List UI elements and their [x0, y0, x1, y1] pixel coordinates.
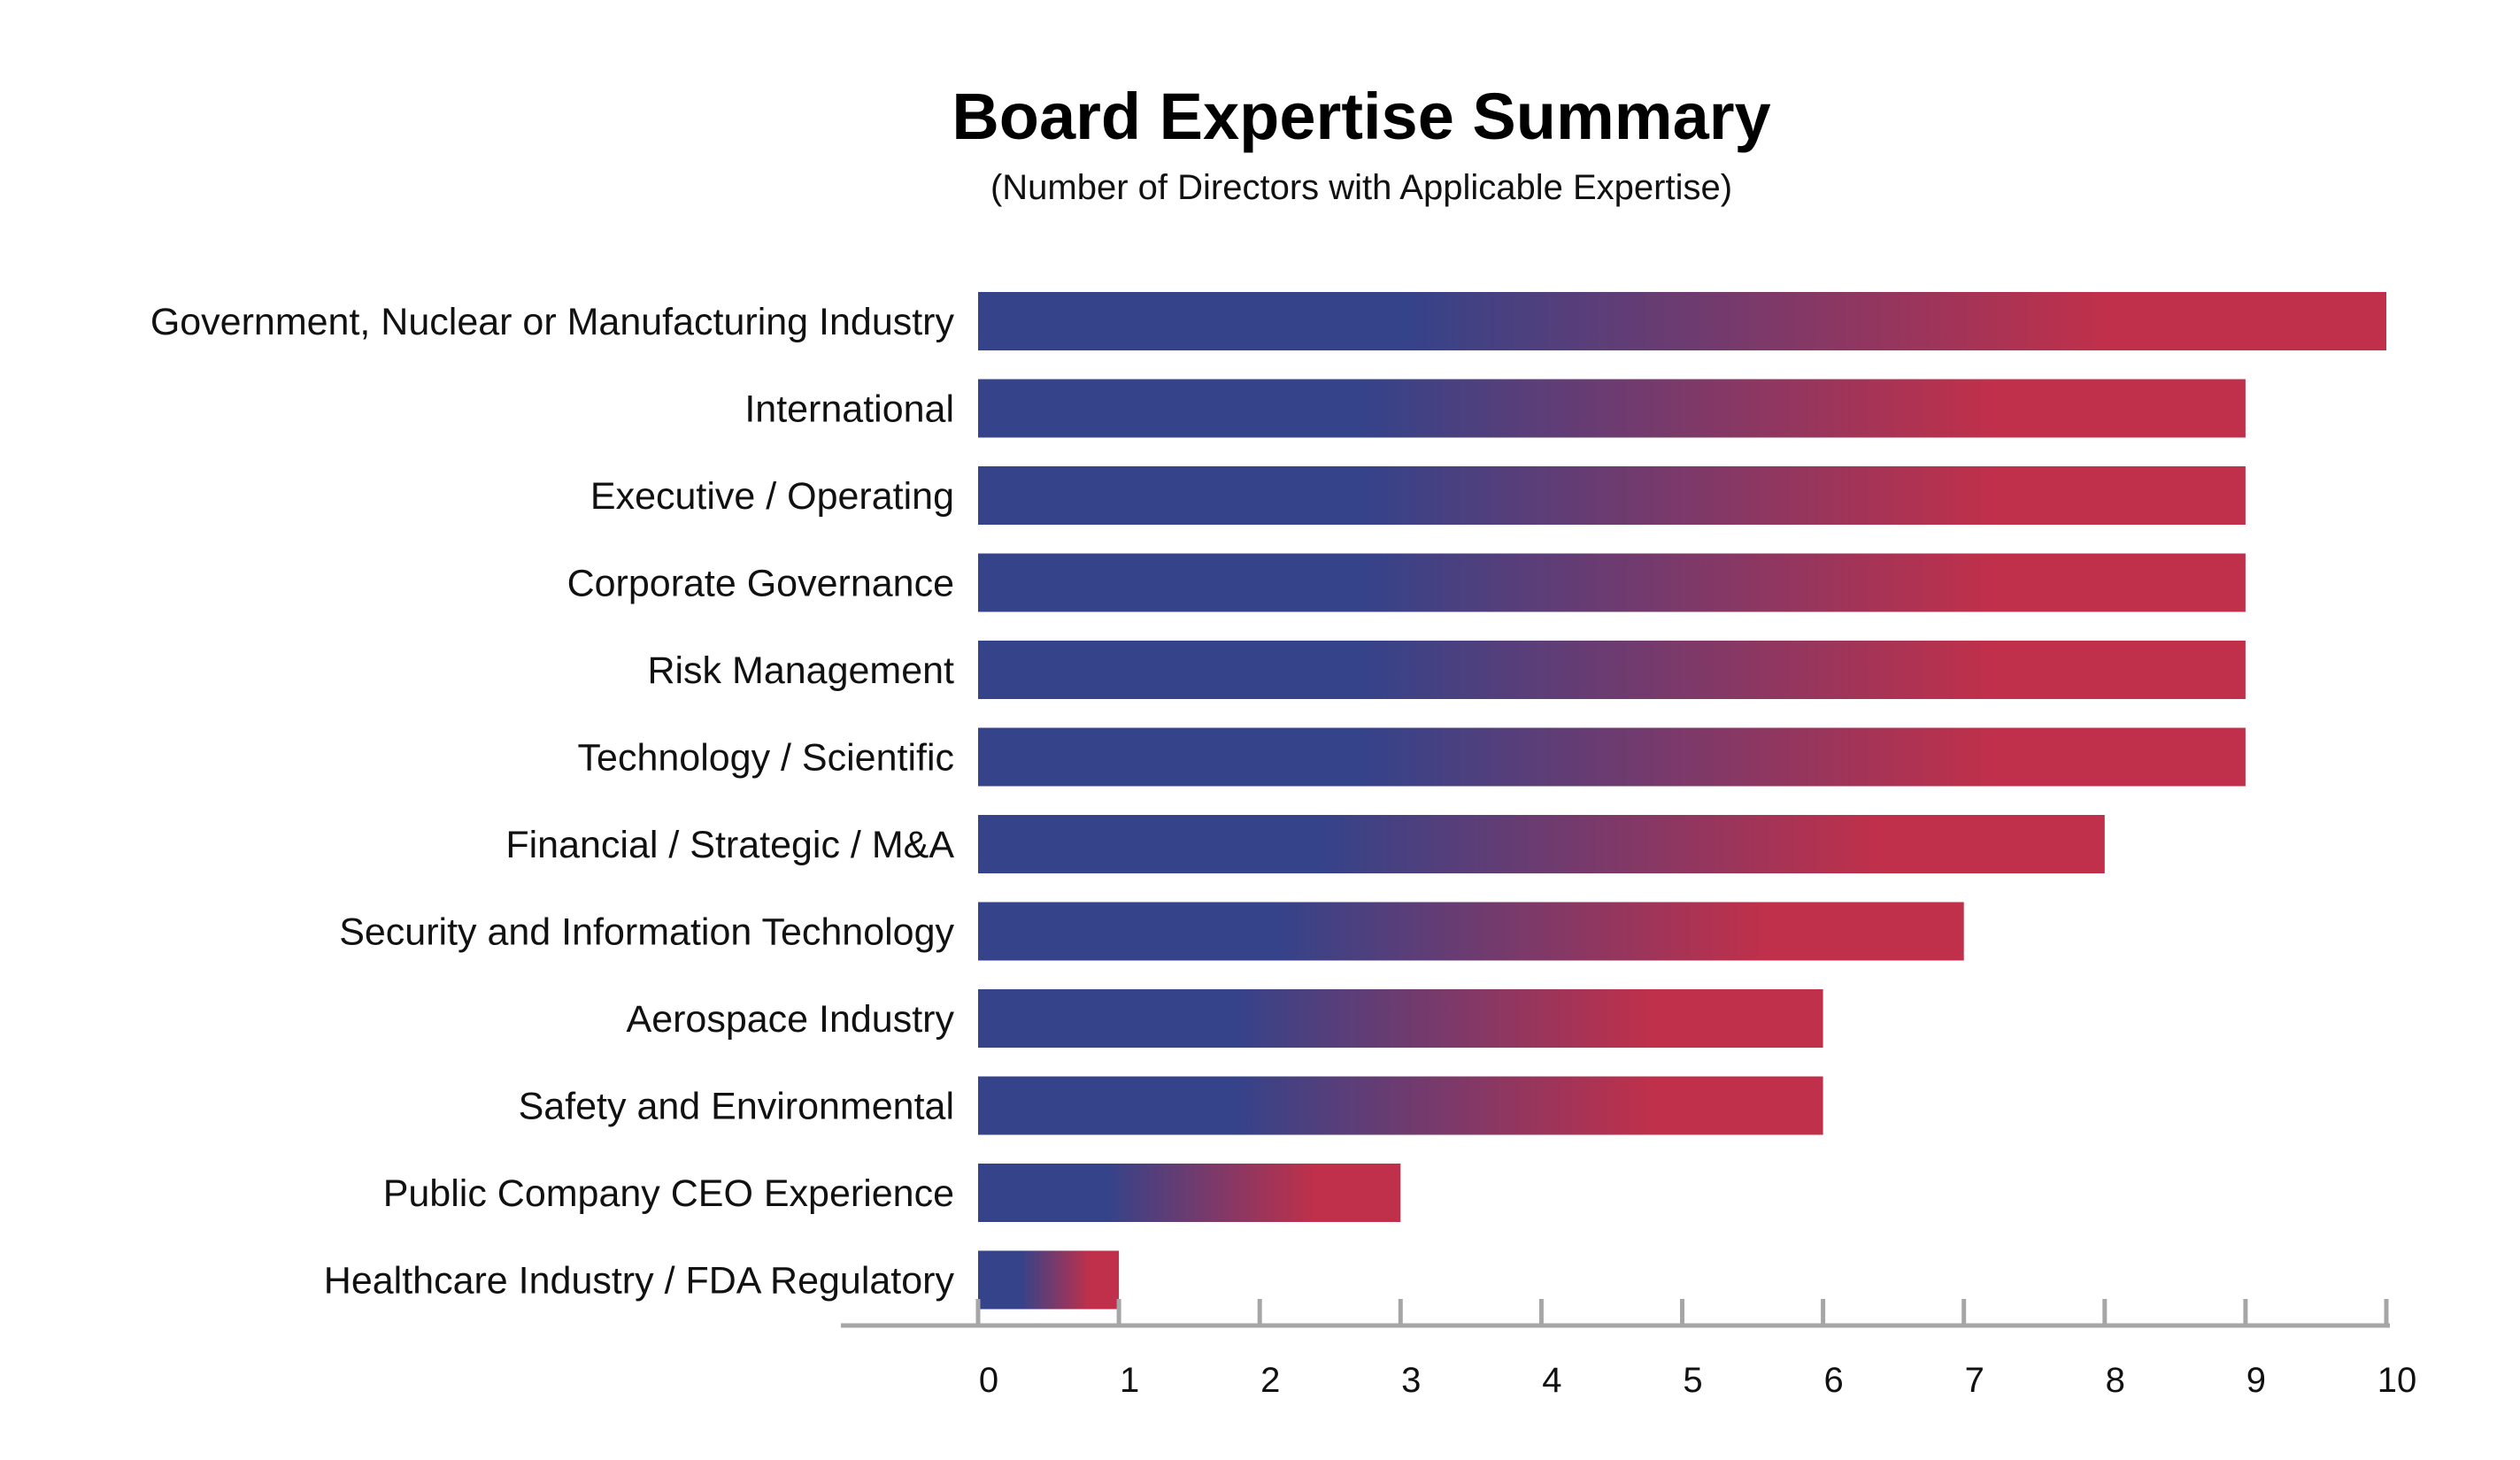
category-labels: Government, Nuclear or Manufacturing Ind…: [150, 301, 955, 1302]
category-label: Healthcare Industry / FDA Regulatory: [324, 1260, 955, 1302]
x-tick-label: 10: [2377, 1361, 2417, 1400]
x-tick-label: 6: [1823, 1361, 1843, 1400]
category-label: Executive / Operating: [590, 475, 954, 518]
x-tick-label: 3: [1401, 1361, 1421, 1400]
bar: [978, 1250, 1120, 1310]
x-tick-label: 2: [1260, 1361, 1280, 1400]
x-tick-label: 1: [1120, 1361, 1139, 1400]
bar: [978, 641, 2246, 699]
bar: [978, 1164, 1401, 1222]
category-label: Public Company CEO Experience: [383, 1172, 954, 1215]
category-label: International: [744, 388, 954, 431]
x-tick-label: 4: [1542, 1361, 1561, 1400]
category-label: Safety and Environmental: [519, 1086, 954, 1128]
bar: [978, 292, 2386, 350]
x-tick-label: 5: [1683, 1361, 1702, 1400]
category-label: Government, Nuclear or Manufacturing Ind…: [150, 301, 955, 343]
bars-group: [978, 292, 2386, 1310]
category-label: Security and Information Technology: [339, 911, 954, 954]
category-label: Aerospace Industry: [627, 998, 955, 1041]
category-label: Risk Management: [647, 649, 954, 692]
x-tick-label: 7: [1965, 1361, 1984, 1400]
chart-subtitle: (Number of Directors with Applicable Exp…: [990, 168, 1732, 207]
chart-title: Board Expertise Summary: [952, 80, 1770, 153]
x-tick-label: 8: [2106, 1361, 2125, 1400]
x-axis: 0 1 2 3 4 5 6 7 8 9 10: [841, 1299, 2416, 1400]
x-tick-label: 0: [979, 1361, 998, 1400]
bar: [978, 379, 2246, 438]
category-label: Financial / Strategic / M&A: [505, 824, 954, 866]
category-label: Technology / Scientific: [578, 737, 954, 780]
bar: [978, 902, 1964, 961]
bar: [978, 553, 2246, 612]
category-label: Corporate Governance: [567, 563, 954, 605]
bar: [978, 1076, 1823, 1135]
x-tick-label: 9: [2246, 1361, 2266, 1400]
bar: [978, 466, 2246, 525]
bar: [978, 989, 1823, 1048]
bar: [978, 727, 2246, 787]
bar: [978, 815, 2105, 873]
